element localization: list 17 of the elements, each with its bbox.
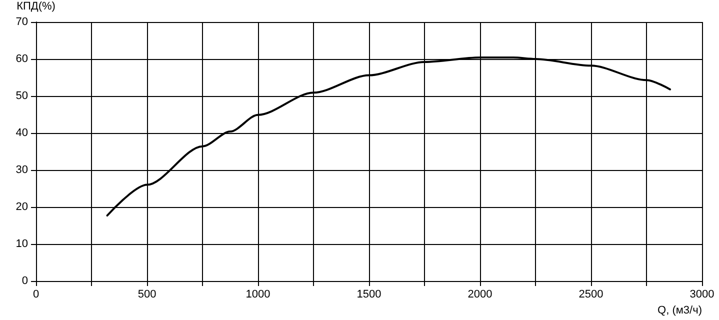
y-tick-label: 10	[16, 238, 28, 250]
x-tick-label: 500	[138, 288, 156, 300]
y-tick-label: 60	[16, 53, 28, 65]
y-tick-label: 0	[22, 275, 28, 287]
y-axis-title: КПД(%)	[16, 0, 56, 12]
x-axis-title: Q, (м3/ч)	[658, 304, 702, 316]
y-tick-label: 50	[16, 90, 28, 102]
y-tick-label: 40	[16, 127, 28, 139]
x-tick-label: 0	[32, 288, 40, 300]
x-tick-label: 1500	[356, 288, 382, 300]
x-tick-label: 2000	[468, 288, 492, 300]
y-tick-label: 70	[16, 16, 28, 28]
y-tick-label: 30	[16, 164, 28, 176]
x-tick-label: 2500	[578, 288, 604, 300]
y-tick-label: 20	[16, 201, 28, 213]
x-tick-label: 3000	[690, 288, 714, 300]
x-tick-label: 1000	[246, 288, 270, 300]
